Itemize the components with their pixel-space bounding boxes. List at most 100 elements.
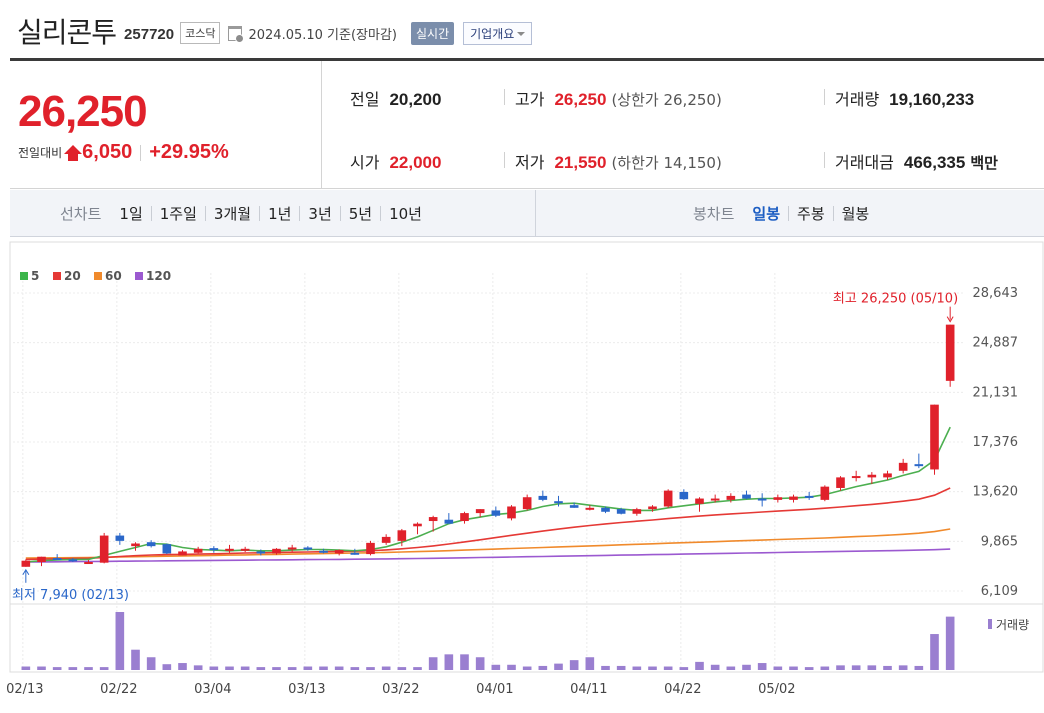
volume-bar <box>319 666 328 670</box>
tab-monthly[interactable]: 월봉 <box>841 204 870 223</box>
candle-body <box>209 548 219 551</box>
tab-10y[interactable]: 10년 <box>389 204 422 223</box>
company-overview-label: 기업개요 <box>470 26 515 41</box>
candle-body <box>663 490 673 507</box>
candle-body <box>883 473 892 478</box>
stock-chart[interactable]: 28,643 24,887 21,131 17,376 13,620 9,865 6,109… <box>0 238 1044 713</box>
tab-daily[interactable]: 일봉 <box>752 204 781 223</box>
divider <box>140 144 142 161</box>
y-tick-label: 21,131 <box>973 385 1019 400</box>
x-tick-label: 02/13 <box>6 682 43 697</box>
volume-bar <box>945 616 955 670</box>
volume-bar <box>867 665 877 670</box>
volume-bar <box>256 667 266 670</box>
tab-1w[interactable]: 1주일 <box>159 204 197 223</box>
volume-bar <box>491 664 501 670</box>
divider <box>299 205 301 221</box>
candle-body <box>381 536 391 543</box>
volume-bar <box>726 666 736 670</box>
candle-body <box>460 513 469 522</box>
tab-1y[interactable]: 1년 <box>268 204 292 223</box>
divider <box>204 205 206 221</box>
high-value: 26,250 <box>554 90 607 109</box>
divider <box>380 205 382 221</box>
candle-body <box>507 506 516 519</box>
divider <box>788 205 790 221</box>
candle-body <box>820 486 830 500</box>
divider <box>504 89 505 105</box>
candle-body <box>554 501 563 504</box>
divider <box>259 205 261 221</box>
legend-label: 60 <box>105 269 122 283</box>
low-price: 저가 21,550 (하한가 14,150) <box>515 149 722 173</box>
candle-body <box>475 509 485 514</box>
candle-body <box>773 497 783 500</box>
volume-bar <box>287 667 297 670</box>
legend-label: 120 <box>146 269 171 283</box>
volume-bar <box>507 664 516 670</box>
volume-bar <box>193 665 203 670</box>
candle-body <box>601 507 610 512</box>
trade-value: 거래대금 466,335 백만 <box>835 149 998 173</box>
candle-body <box>115 535 125 541</box>
volume-bar <box>381 666 391 670</box>
tab-weekly[interactable]: 주봉 <box>797 204 825 223</box>
candle-body <box>789 496 798 500</box>
tab-3m[interactable]: 3개월 <box>213 204 252 223</box>
volume-bar <box>303 666 313 670</box>
volume-bar <box>334 666 344 670</box>
candle-body <box>836 477 845 488</box>
volume-bar <box>428 657 438 670</box>
volume-bar <box>569 660 579 670</box>
volume-bar <box>648 666 657 670</box>
volume-bar <box>679 667 689 670</box>
candle-body <box>742 494 751 499</box>
candlestick-chart-svg[interactable]: 28,643 24,887 21,131 17,376 13,620 9,865 6,109… <box>0 238 1044 713</box>
prev-close-label: 전일 <box>350 90 380 109</box>
candle-body <box>162 544 172 554</box>
stock-name: 실리콘투 <box>17 16 117 49</box>
volume-bar <box>209 666 219 670</box>
volume-bar <box>789 666 798 670</box>
candle-body <box>930 404 939 470</box>
candle-body <box>444 519 454 524</box>
volume-bar <box>350 667 360 670</box>
divider <box>339 205 341 221</box>
candle-body <box>695 498 704 504</box>
realtime-button[interactable]: 실시간 <box>411 21 455 45</box>
stock-code: 257720 <box>124 25 175 43</box>
ma60-line <box>25 528 951 559</box>
volume-bar <box>710 664 720 670</box>
candle-body <box>804 495 814 498</box>
company-overview-button[interactable]: 기업개요 <box>463 21 533 45</box>
candle-body <box>178 551 187 556</box>
x-tick-label: 05/02 <box>758 682 795 697</box>
legend-label: 20 <box>64 269 81 283</box>
legend-swatch <box>53 272 61 280</box>
candle-body <box>710 498 720 501</box>
chart-tabs-bar: 선차트 1일 1주일 3개월 1년 3년 5년 10년 봉차트 일봉 주봉 월봉 <box>10 190 1044 237</box>
volume-bar <box>601 665 610 670</box>
candle-body <box>867 474 877 478</box>
volume-bar <box>413 667 422 670</box>
volume-legend-swatch <box>988 619 992 629</box>
tab-5y[interactable]: 5년 <box>348 204 373 223</box>
candle-body <box>256 551 266 554</box>
volume-bar <box>225 666 234 670</box>
prev-close-value: 20,200 <box>389 90 442 109</box>
candle-body <box>585 507 595 510</box>
volume-bar <box>115 612 125 670</box>
candle-body <box>84 562 93 565</box>
divider <box>504 152 505 168</box>
tab-1d[interactable]: 1일 <box>119 204 143 223</box>
candle-body <box>225 548 234 551</box>
candle-body <box>538 495 548 500</box>
x-tick-label: 04/22 <box>664 682 701 697</box>
change-rate: +29.95% <box>149 141 229 163</box>
candle-body <box>21 560 31 567</box>
volume-bar <box>366 667 375 670</box>
candle-body <box>616 509 626 514</box>
candle-body <box>272 548 281 554</box>
change-label: 전일대비 <box>18 146 63 160</box>
tab-3y[interactable]: 3년 <box>308 204 332 223</box>
